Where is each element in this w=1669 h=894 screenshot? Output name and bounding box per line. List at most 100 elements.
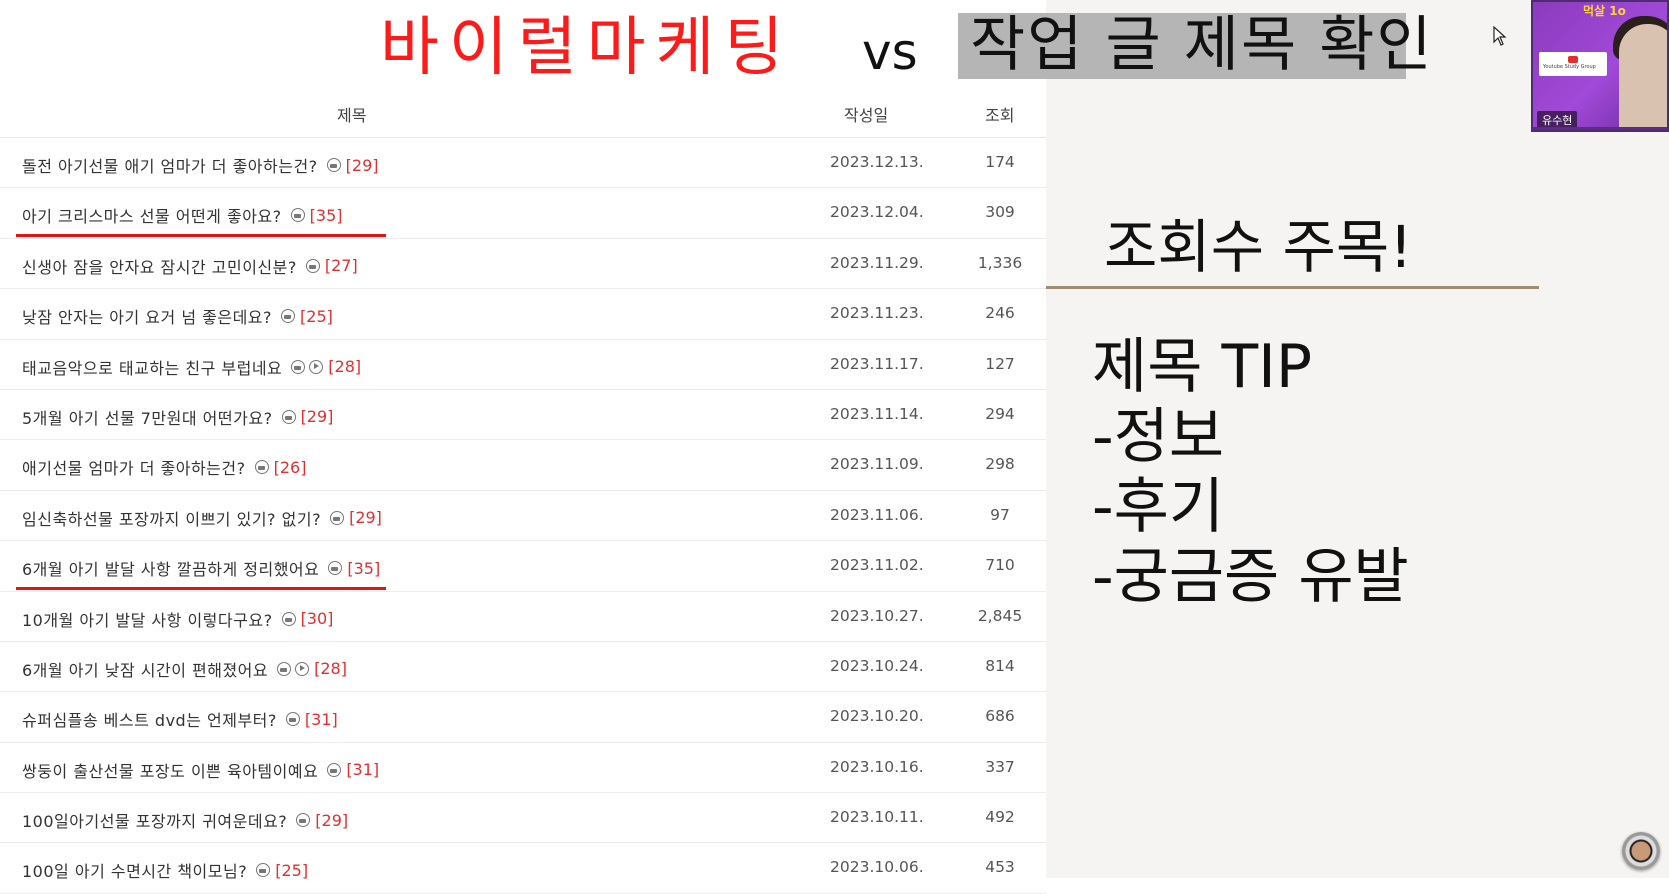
post-title-link[interactable]: 100일아기선물 포장까지 귀여운데요?	[22, 812, 288, 832]
webcam-thumbnail[interactable]: 먹살 1o Youtube Study Group 유수현	[1531, 0, 1669, 132]
webcam-card: Youtube Study Group	[1539, 52, 1607, 76]
comment-count[interactable]: [29]	[300, 407, 334, 427]
row-title-cell[interactable]: 애기선물 엄마가 더 좋아하는건? [26]	[22, 455, 306, 479]
row-views: 309	[985, 203, 1015, 222]
header-views: 조회	[985, 106, 1015, 125]
comment-count[interactable]: [35]	[347, 558, 381, 578]
row-date: 2023.11.09.	[830, 455, 924, 474]
slide-title-main: 바이럴마케팅	[380, 11, 794, 85]
row-title-cell[interactable]: 돌전 아기선물 애기 엄마가 더 좋아하는건? [29]	[22, 153, 379, 177]
image-icon	[291, 359, 306, 374]
table-row[interactable]: 6개월 아기 낮잠 시간이 편해졌어요 [28] 2023.10.24. 814	[0, 642, 1046, 693]
post-title-link[interactable]: 애기선물 엄마가 더 좋아하는건?	[22, 459, 246, 479]
tip-line: -궁금증 유발	[1092, 542, 1409, 612]
image-icon	[254, 460, 269, 475]
row-title-cell[interactable]: 6개월 아기 발달 사항 깔끔하게 정리했어요 [35]	[22, 556, 380, 580]
post-title-link[interactable]: 신생아 잠을 안자요 잠시간 고민이신분?	[22, 257, 297, 277]
table-row[interactable]: 낮잠 안자는 아기 요거 넘 좋은데요? [25] 2023.11.23. 246	[0, 289, 1046, 340]
row-title-cell[interactable]: 임신축하선물 포장까지 이쁘기 있기? 없기? [29]	[22, 506, 382, 530]
image-icon	[305, 258, 320, 273]
row-date: 2023.11.23.	[830, 304, 924, 323]
video-icon	[295, 661, 310, 676]
table-row[interactable]: 신생아 잠을 안자요 잠시간 고민이신분? [27] 2023.11.29. 1,33…	[0, 239, 1046, 290]
post-title-link[interactable]: 태교음악으로 태교하는 친구 부럽네요	[22, 358, 283, 378]
image-icon	[327, 762, 342, 777]
row-title-cell[interactable]: 낮잠 안자는 아기 요거 넘 좋은데요? [25]	[22, 304, 333, 328]
post-list: 돌전 아기선물 애기 엄마가 더 좋아하는건? [29] 2023.12.13. 17…	[0, 138, 1046, 894]
header-title: 제목	[337, 106, 367, 125]
row-views: 298	[985, 455, 1015, 474]
table-row[interactable]: 태교음악으로 태교하는 친구 부럽네요 [28] 2023.11.17. 127	[0, 340, 1046, 390]
post-title-link[interactable]: 슈퍼심플송 베스트 dvd는 언제부터?	[22, 711, 277, 731]
table-row[interactable]: 돌전 아기선물 애기 엄마가 더 좋아하는건? [29] 2023.12.13. 17…	[0, 138, 1046, 189]
row-views: 453	[985, 858, 1015, 877]
comment-count[interactable]: [27]	[324, 256, 358, 276]
row-title-cell[interactable]: 10개월 아기 발달 사항 이렇다구요? [30]	[22, 607, 333, 631]
row-views: 814	[985, 656, 1015, 675]
row-date: 2023.12.13.	[830, 153, 924, 171]
comment-count[interactable]: [28]	[328, 357, 362, 377]
row-title-cell[interactable]: 태교음악으로 태교하는 친구 부럽네요 [28]	[22, 355, 361, 379]
table-row[interactable]: 100일 아기 수면시간 책이모님? [25] 2023.10.06. 453	[0, 843, 1046, 894]
row-title-cell[interactable]: 슈퍼심플송 베스트 dvd는 언제부터? [31]	[22, 707, 338, 731]
slide-title-vs: vs	[862, 23, 918, 81]
table-row[interactable]: 100일아기선물 포장까지 귀여운데요? [29] 2023.10.11. 492	[0, 793, 1046, 844]
slide-title-boxed-text: 작업 글 제목 확인	[970, 10, 1434, 80]
post-title-link[interactable]: 낮잠 안자는 아기 요거 넘 좋은데요?	[22, 308, 273, 328]
table-row[interactable]: 슈퍼심플송 베스트 dvd는 언제부터? [31] 2023.10.20. 686	[0, 692, 1046, 743]
comment-count[interactable]: [26]	[273, 457, 307, 477]
post-title-link[interactable]: 5개월 아기 선물 7만원대 어떤가요?	[22, 408, 273, 428]
comment-count[interactable]: [35]	[309, 205, 343, 225]
row-date: 2023.10.27.	[830, 606, 924, 625]
record-button-icon[interactable]	[1622, 832, 1660, 870]
table-row[interactable]: 쌍둥이 출산선물 포장도 이쁜 육아템이예요 [31] 2023.10.16. 337	[0, 743, 1046, 794]
row-date: 2023.11.29.	[830, 253, 924, 272]
post-title-link[interactable]: 돌전 아기선물 애기 엄마가 더 좋아하는건?	[22, 157, 318, 176]
post-title-link[interactable]: 임신축하선물 포장까지 이쁘기 있기? 없기?	[22, 509, 322, 529]
row-views: 97	[990, 505, 1010, 524]
row-title-cell[interactable]: 6개월 아기 낮잠 시간이 편해졌어요 [28]	[22, 657, 347, 681]
post-title-link[interactable]: 쌍둥이 출산선물 포장도 이쁜 육아템이예요	[22, 761, 319, 781]
image-icon	[330, 510, 345, 525]
post-title-link[interactable]: 10개월 아기 발달 사항 이렇다구요?	[22, 610, 273, 630]
table-row[interactable]: 임신축하선물 포장까지 이쁘기 있기? 없기? [29] 2023.11.06. 97	[0, 491, 1046, 542]
row-views: 1,336	[977, 253, 1023, 272]
row-date: 2023.10.06.	[830, 858, 924, 877]
comment-count[interactable]: [25]	[275, 860, 309, 880]
post-title-link[interactable]: 100일 아기 수면시간 책이모님?	[22, 862, 248, 882]
row-title-cell[interactable]: 5개월 아기 선물 7만원대 어떤가요? [29]	[22, 405, 333, 429]
row-title-cell[interactable]: 100일아기선물 포장까지 귀여운데요? [29]	[22, 808, 348, 832]
row-title-cell[interactable]: 신생아 잠을 안자요 잠시간 고민이신분? [27]	[22, 254, 358, 278]
side-headline: 조회수 주목!	[1104, 213, 1413, 281]
table-row[interactable]: 5개월 아기 선물 7만원대 어떤가요? [29] 2023.11.14. 294	[0, 390, 1046, 441]
comment-count[interactable]: [29]	[349, 508, 382, 528]
row-title-cell[interactable]: 쌍둥이 출산선물 포장도 이쁜 육아템이예요 [31]	[22, 758, 379, 782]
row-views: 710	[985, 556, 1015, 575]
youtube-logo-icon	[1568, 56, 1578, 63]
row-date: 2023.10.20.	[830, 707, 924, 726]
post-title-link[interactable]: 6개월 아기 발달 사항 깔끔하게 정리했어요	[22, 560, 320, 580]
comment-count[interactable]: [28]	[314, 659, 347, 679]
row-title-cell[interactable]: 100일 아기 수면시간 책이모님? [25]	[22, 858, 308, 882]
comment-count[interactable]: [29]	[315, 810, 349, 830]
row-views: 127	[985, 354, 1015, 373]
row-views: 174	[985, 153, 1015, 171]
row-title-cell[interactable]: 아기 크리스마스 선물 어떤게 좋아요? [35]	[22, 203, 342, 227]
post-title-link[interactable]: 아기 크리스마스 선물 어떤게 좋아요?	[22, 207, 282, 227]
table-row[interactable]: 아기 크리스마스 선물 어떤게 좋아요? [35] 2023.12.04. 309	[0, 188, 1046, 239]
comment-count[interactable]: [31]	[346, 760, 380, 780]
table-row[interactable]: 6개월 아기 발달 사항 깔끔하게 정리했어요 [35] 2023.11.02. 71…	[0, 541, 1046, 592]
comment-count[interactable]: [30]	[300, 609, 334, 629]
table-row[interactable]: 10개월 아기 발달 사항 이렇다구요? [30] 2023.10.27. 2,845	[0, 592, 1046, 642]
image-icon	[256, 863, 271, 878]
webcam-person	[1619, 24, 1667, 130]
table-row[interactable]: 애기선물 엄마가 더 좋아하는건? [26] 2023.11.09. 298	[0, 440, 1046, 491]
webcam-name-tag: 유수현	[1537, 111, 1578, 129]
comment-count[interactable]: [25]	[300, 306, 333, 326]
mouse-cursor-icon	[1493, 26, 1507, 46]
comment-count[interactable]: [29]	[345, 155, 379, 175]
comment-count[interactable]: [31]	[304, 709, 338, 729]
side-divider	[1046, 286, 1539, 289]
row-date: 2023.11.02.	[830, 556, 924, 575]
post-title-link[interactable]: 6개월 아기 낮잠 시간이 편해졌어요	[22, 660, 269, 680]
